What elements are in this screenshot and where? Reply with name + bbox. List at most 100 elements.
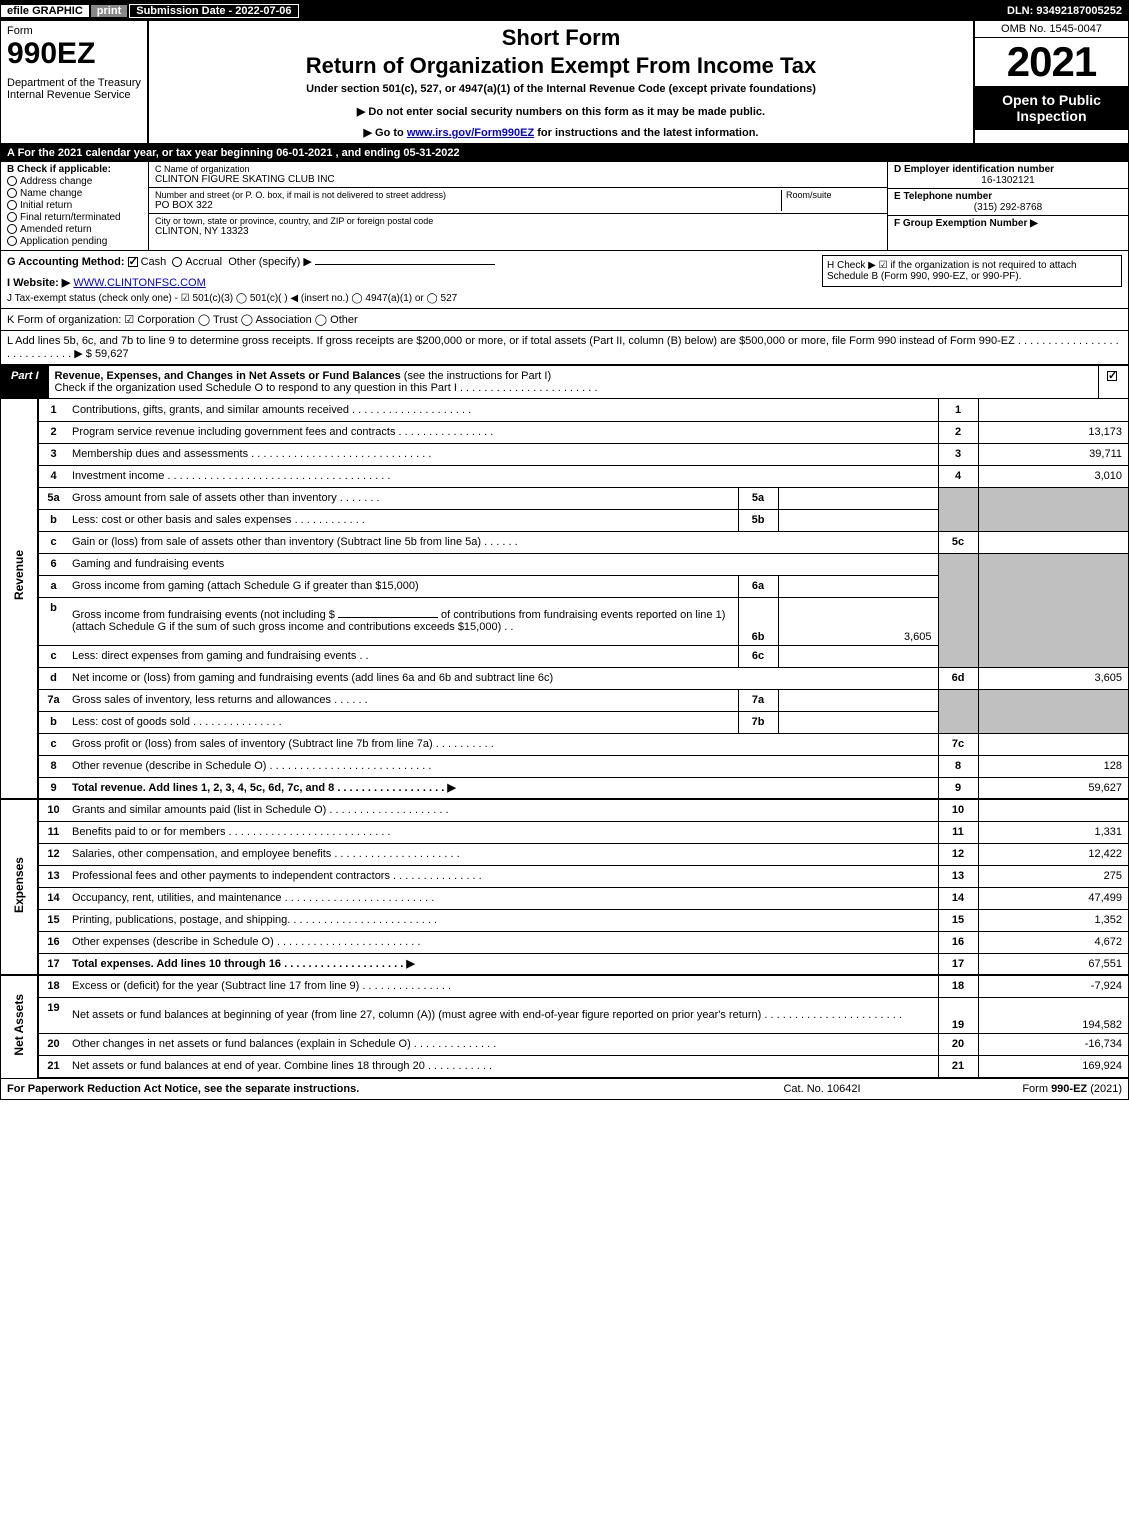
line5a-grey2 — [978, 487, 1128, 509]
line5a-sn: 5a — [738, 487, 778, 509]
i-label: I Website: ▶ — [7, 277, 70, 289]
city-label: City or town, state or province, country… — [155, 216, 881, 226]
e-label: E Telephone number — [894, 191, 1122, 202]
line8-ln: 8 — [938, 755, 978, 777]
line11-num: 11 — [38, 821, 68, 843]
form-number: 990EZ — [7, 37, 141, 71]
line20-desc: Other changes in net assets or fund bala… — [68, 1033, 938, 1055]
chk-name-change[interactable]: Name change — [7, 188, 142, 199]
topbar: efile GRAPHIC print Submission Date - 20… — [1, 1, 1128, 21]
line9-ln: 9 — [938, 777, 978, 799]
irs-link[interactable]: www.irs.gov/Form990EZ — [407, 127, 534, 139]
line18-ln: 18 — [938, 975, 978, 997]
form-label: Form — [7, 25, 141, 37]
line5c-desc: Gain or (loss) from sale of assets other… — [68, 531, 938, 553]
line5a-sv — [778, 487, 938, 509]
chk-accrual[interactable] — [172, 257, 182, 267]
chk-address-change[interactable]: Address change — [7, 176, 142, 187]
phone-row: E Telephone number (315) 292-8768 — [888, 189, 1128, 216]
goto-prefix: ▶ Go to — [364, 127, 407, 139]
column-def: D Employer identification number 16-1302… — [888, 162, 1128, 250]
line7b-sv — [778, 711, 938, 733]
line7b-sn: 7b — [738, 711, 778, 733]
line19-num: 19 — [38, 997, 68, 1033]
line5b-sn: 5b — [738, 509, 778, 531]
line5b-sv — [778, 509, 938, 531]
chk-cash[interactable] — [128, 257, 138, 267]
line6c-num: c — [38, 645, 68, 667]
footer-left: For Paperwork Reduction Act Notice, see … — [7, 1083, 722, 1095]
form-header: Form 990EZ Department of the Treasury In… — [1, 21, 1128, 145]
line6b-desc: Gross income from fundraising events (no… — [68, 597, 738, 645]
part1-title: Revenue, Expenses, and Changes in Net As… — [49, 366, 1098, 398]
line6b-grey2 — [978, 597, 1128, 645]
line5a-desc: Gross amount from sale of assets other t… — [68, 487, 738, 509]
efile-label: efile GRAPHIC — [1, 5, 91, 17]
submission-date: Submission Date - 2022-07-06 — [129, 4, 298, 18]
line7c-num: c — [38, 733, 68, 755]
line18-desc: Excess or (deficit) for the year (Subtra… — [68, 975, 938, 997]
chk-final-return[interactable]: Final return/terminated — [7, 212, 142, 223]
row-a-tax-year: A For the 2021 calendar year, or tax yea… — [1, 145, 1128, 162]
line10-num: 10 — [38, 799, 68, 821]
line21-desc: Net assets or fund balances at end of ye… — [68, 1055, 938, 1077]
line6a-grey2 — [978, 575, 1128, 597]
omb-number: OMB No. 1545-0047 — [975, 21, 1128, 38]
line10-ln: 10 — [938, 799, 978, 821]
line16-ln: 16 — [938, 931, 978, 953]
line6-desc: Gaming and fundraising events — [68, 553, 938, 575]
line19-desc: Net assets or fund balances at beginning… — [68, 997, 938, 1033]
line9-amt: 59,627 — [978, 777, 1128, 799]
part1-checkbox[interactable] — [1107, 371, 1117, 381]
form-subtitle: Under section 501(c), 527, or 4947(a)(1)… — [153, 83, 969, 95]
line9-num: 9 — [38, 777, 68, 799]
line6a-num: a — [38, 575, 68, 597]
city-row: City or town, state or province, country… — [149, 214, 887, 239]
revenue-sidelabel: Revenue — [1, 399, 38, 755]
line3-desc: Membership dues and assessments . . . . … — [68, 443, 938, 465]
part1-sub: (see the instructions for Part I) — [401, 370, 551, 382]
footer-mid: Cat. No. 10642I — [722, 1083, 922, 1095]
line1-ln: 1 — [938, 399, 978, 421]
line7c-desc: Gross profit or (loss) from sales of inv… — [68, 733, 938, 755]
row-k-org-form: K Form of organization: ☑ Corporation ◯ … — [1, 309, 1128, 331]
line5a-grey — [938, 487, 978, 509]
line6c-grey — [938, 645, 978, 667]
line1-amt — [978, 399, 1128, 421]
line6b-sn: 6b — [738, 597, 778, 645]
line10-amt — [978, 799, 1128, 821]
part1-title-bold: Revenue, Expenses, and Changes in Net As… — [55, 370, 401, 382]
line19-ln: 19 — [938, 997, 978, 1033]
c-name-label: C Name of organization — [155, 164, 881, 174]
line14-amt: 47,499 — [978, 887, 1128, 909]
line5c-num: c — [38, 531, 68, 553]
line5a-num: 5a — [38, 487, 68, 509]
line6c-desc: Less: direct expenses from gaming and fu… — [68, 645, 738, 667]
address-row: Number and street (or P. O. box, if mail… — [149, 188, 887, 214]
city: CLINTON, NY 13323 — [155, 226, 881, 237]
column-c: C Name of organization CLINTON FIGURE SK… — [149, 162, 888, 250]
print-button[interactable]: print — [91, 5, 129, 17]
form-title: Return of Organization Exempt From Incom… — [153, 53, 969, 79]
line20-ln: 20 — [938, 1033, 978, 1055]
chk-application-pending[interactable]: Application pending — [7, 236, 142, 247]
line2-num: 2 — [38, 421, 68, 443]
line18-amt: -7,924 — [978, 975, 1128, 997]
chk-initial-return[interactable]: Initial return — [7, 200, 142, 211]
line2-ln: 2 — [938, 421, 978, 443]
line21-num: 21 — [38, 1055, 68, 1077]
line6c-grey2 — [978, 645, 1128, 667]
line5c-amt — [978, 531, 1128, 553]
ein: 16-1302121 — [894, 175, 1122, 186]
website-link[interactable]: WWW.CLINTONFSC.COM — [73, 277, 205, 289]
line13-num: 13 — [38, 865, 68, 887]
row-l-gross-receipts: L Add lines 5b, 6c, and 7b to line 9 to … — [1, 331, 1128, 366]
line6a-sn: 6a — [738, 575, 778, 597]
line6c-sv — [778, 645, 938, 667]
line7a-sv — [778, 689, 938, 711]
line13-ln: 13 — [938, 865, 978, 887]
chk-amended-return[interactable]: Amended return — [7, 224, 142, 235]
header-left: Form 990EZ Department of the Treasury In… — [1, 21, 149, 143]
line3-amt: 39,711 — [978, 443, 1128, 465]
line7b-desc: Less: cost of goods sold . . . . . . . .… — [68, 711, 738, 733]
